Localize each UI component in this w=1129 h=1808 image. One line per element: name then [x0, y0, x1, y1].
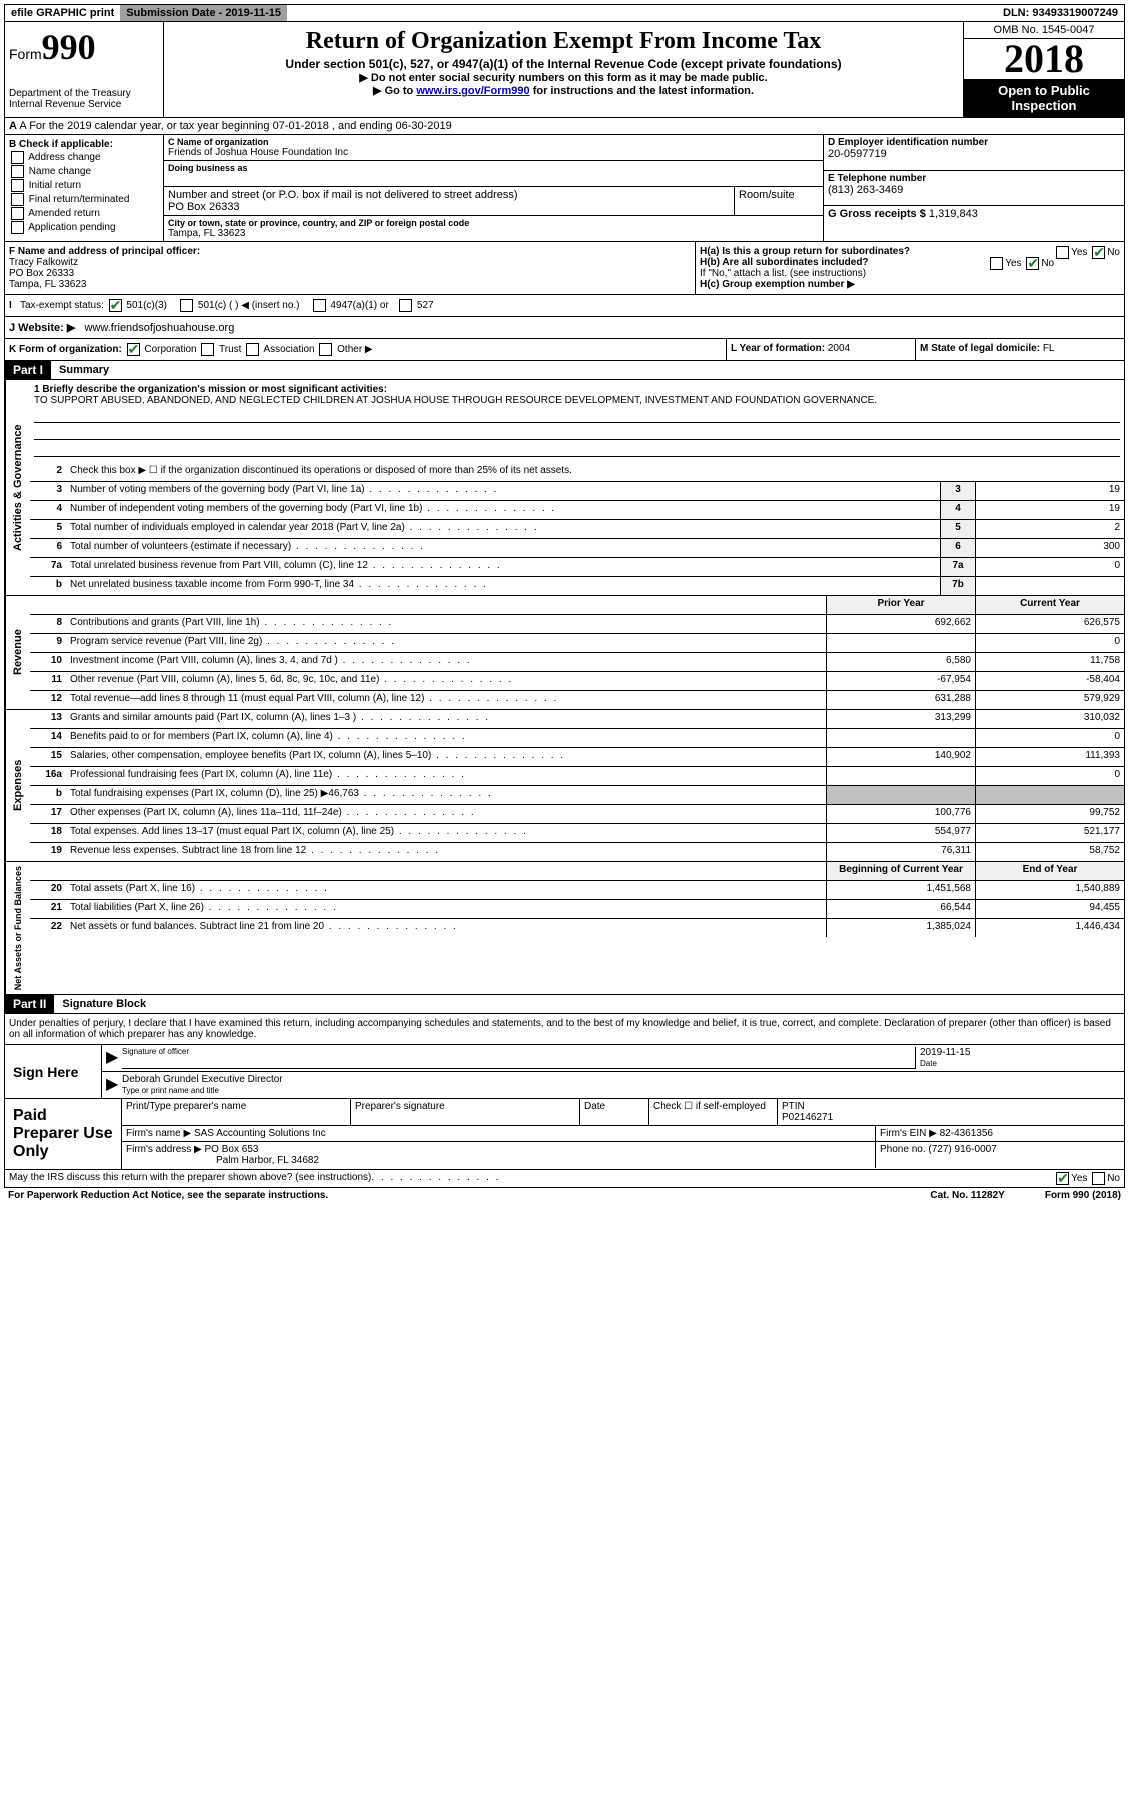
ein-row: D Employer identification number 20-0597… — [824, 135, 1124, 171]
beginning-year-header: Beginning of Current Year — [826, 862, 975, 880]
cb-assoc[interactable] — [246, 343, 259, 356]
rev-row: 8Contributions and grants (Part VIII, li… — [30, 615, 1124, 634]
cb-initial-return[interactable]: Initial return — [9, 179, 159, 192]
vtab-revenue: Revenue — [5, 596, 30, 709]
net-row: 22Net assets or fund balances. Subtract … — [30, 919, 1124, 937]
dln: DLN: 93493319007249 — [997, 5, 1124, 21]
org-name: Friends of Joshua House Foundation Inc — [168, 147, 819, 158]
cb-name-change[interactable]: Name change — [9, 165, 159, 178]
cb-final-return[interactable]: Final return/terminated — [9, 193, 159, 206]
vtab-netassets: Net Assets or Fund Balances — [5, 862, 30, 994]
form-subtitle: Under section 501(c), 527, or 4947(a)(1)… — [168, 57, 959, 71]
form-note-ssn: ▶ Do not enter social security numbers o… — [168, 71, 959, 84]
net-row: 21Total liabilities (Part X, line 26)66,… — [30, 900, 1124, 919]
cb-501c3[interactable] — [109, 299, 122, 312]
tax-year: 2018 — [964, 39, 1124, 79]
gross-receipts-row: G Gross receipts $ 1,319,843 — [824, 206, 1124, 241]
exp-row: 14Benefits paid to or for members (Part … — [30, 729, 1124, 748]
sign-here-label: Sign Here — [5, 1045, 101, 1098]
rev-row: 11Other revenue (Part VIII, column (A), … — [30, 672, 1124, 691]
exp-row: 19Revenue less expenses. Subtract line 1… — [30, 843, 1124, 861]
paid-preparer-label: Paid Preparer Use Only — [5, 1099, 121, 1169]
discuss-row: May the IRS discuss this return with the… — [4, 1170, 1125, 1188]
efile-label: efile GRAPHIC print — [5, 5, 120, 21]
gov-row: 5Total number of individuals employed in… — [30, 520, 1124, 539]
top-bar: efile GRAPHIC print Submission Date - 20… — [4, 4, 1125, 22]
info-grid: B Check if applicable: Address change Na… — [4, 135, 1125, 242]
end-year-header: End of Year — [975, 862, 1124, 880]
part1-header: Part I Summary — [4, 361, 1125, 380]
exp-row: 13Grants and similar amounts paid (Part … — [30, 710, 1124, 729]
footer: For Paperwork Reduction Act Notice, see … — [4, 1188, 1125, 1203]
exp-row: 17Other expenses (Part IX, column (A), l… — [30, 805, 1124, 824]
revenue-section: Revenue Prior Year Current Year 8Contrib… — [4, 596, 1125, 710]
netassets-section: Net Assets or Fund Balances Beginning of… — [4, 862, 1125, 995]
year-formation: L Year of formation: 2004 — [726, 339, 915, 360]
principal-officer: F Name and address of principal officer:… — [5, 242, 695, 294]
dba-row: Doing business as — [164, 161, 823, 187]
tax-exempt-row: I Tax-exempt status: 501(c)(3) 501(c) ( … — [4, 295, 1125, 317]
cb-trust[interactable] — [201, 343, 214, 356]
cb-corp[interactable] — [127, 343, 140, 356]
rev-row: 9Program service revenue (Part VIII, lin… — [30, 634, 1124, 653]
form-of-org: K Form of organization: Corporation Trus… — [5, 339, 726, 360]
rev-row: 10Investment income (Part VIII, column (… — [30, 653, 1124, 672]
gov-row: bNet unrelated business taxable income f… — [30, 577, 1124, 595]
cb-4947[interactable] — [313, 299, 326, 312]
section-a-tax-year: A A For the 2019 calendar year, or tax y… — [4, 118, 1125, 135]
fh-row: F Name and address of principal officer:… — [4, 242, 1125, 295]
form-title: Return of Organization Exempt From Incom… — [168, 28, 959, 55]
exp-row: 16aProfessional fundraising fees (Part I… — [30, 767, 1124, 786]
city-state-zip: City or town, state or province, country… — [164, 216, 823, 241]
sig-declaration: Under penalties of perjury, I declare th… — [4, 1014, 1125, 1045]
gov-row: 4Number of independent voting members of… — [30, 501, 1124, 520]
exp-row: 15Salaries, other compensation, employee… — [30, 748, 1124, 767]
line2: Check this box ▶ ☐ if the organization d… — [66, 463, 1124, 481]
website-row: J Website: ▶ www.friendsofjoshuahouse.or… — [4, 317, 1125, 339]
gov-row: 3Number of voting members of the governi… — [30, 482, 1124, 501]
col-b-checkboxes: B Check if applicable: Address change Na… — [5, 135, 164, 241]
irs-link[interactable]: www.irs.gov/Form990 — [416, 85, 529, 97]
public-inspection: Open to Public Inspection — [964, 79, 1124, 117]
exp-row: 18Total expenses. Add lines 13–17 (must … — [30, 824, 1124, 843]
submission-date: Submission Date - 2019-11-15 — [120, 5, 287, 21]
phone-row: E Telephone number (813) 263-3469 — [824, 171, 1124, 207]
net-row: 20Total assets (Part X, line 16)1,451,56… — [30, 881, 1124, 900]
gov-row: 6Total number of volunteers (estimate if… — [30, 539, 1124, 558]
part2-header: Part II Signature Block — [4, 995, 1125, 1014]
rev-row: 12Total revenue—add lines 8 through 11 (… — [30, 691, 1124, 709]
governance-section: Activities & Governance 1 Briefly descri… — [4, 380, 1125, 596]
cb-discuss-no[interactable] — [1092, 1172, 1105, 1185]
cb-527[interactable] — [399, 299, 412, 312]
vtab-expenses: Expenses — [5, 710, 30, 861]
org-name-row: C Name of organization Friends of Joshua… — [164, 135, 823, 161]
expenses-section: Expenses 13Grants and similar amounts pa… — [4, 710, 1125, 862]
street-address: Number and street (or P.O. box if mail i… — [164, 187, 735, 215]
mission-box: 1 Briefly describe the organization's mi… — [30, 380, 1124, 463]
current-year-header: Current Year — [975, 596, 1124, 614]
dept-treasury: Department of the Treasury Internal Reve… — [9, 88, 159, 110]
prior-year-header: Prior Year — [826, 596, 975, 614]
form-header: Form990 Department of the Treasury Inter… — [4, 22, 1125, 118]
gov-row: 7aTotal unrelated business revenue from … — [30, 558, 1124, 577]
form-note-link: ▶ Go to www.irs.gov/Form990 for instruct… — [168, 84, 959, 97]
cb-other[interactable] — [319, 343, 332, 356]
paid-preparer-block: Paid Preparer Use Only Print/Type prepar… — [4, 1099, 1125, 1170]
form-number: Form990 — [9, 26, 159, 68]
cb-discuss-yes[interactable] — [1056, 1172, 1069, 1185]
cb-501c[interactable] — [180, 299, 193, 312]
cb-application-pending[interactable]: Application pending — [9, 221, 159, 234]
room-suite: Room/suite — [735, 187, 823, 215]
sign-here-block: Sign Here ▶ Signature of officer 2019-11… — [4, 1045, 1125, 1099]
state-domicile: M State of legal domicile: FL — [915, 339, 1124, 360]
cb-address-change[interactable]: Address change — [9, 151, 159, 164]
group-return: H(a) Is this a group return for subordin… — [695, 242, 1124, 294]
klm-row: K Form of organization: Corporation Trus… — [4, 339, 1125, 361]
vtab-governance: Activities & Governance — [5, 380, 30, 595]
exp-row: bTotal fundraising expenses (Part IX, co… — [30, 786, 1124, 805]
cb-amended-return[interactable]: Amended return — [9, 207, 159, 220]
